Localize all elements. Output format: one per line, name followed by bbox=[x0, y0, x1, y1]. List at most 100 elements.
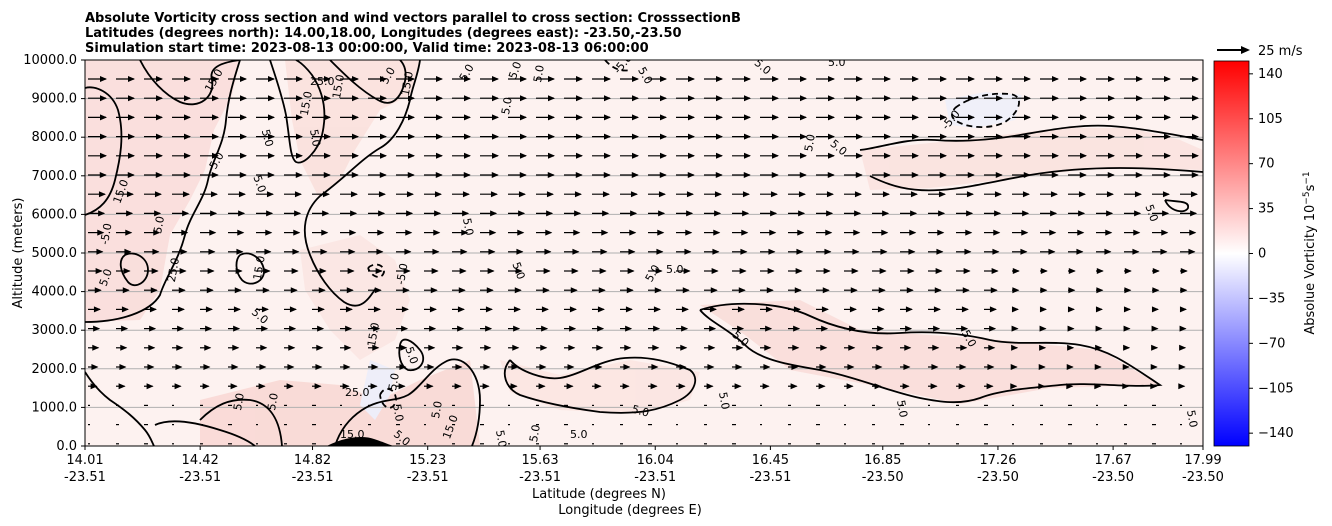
wind-vector-head bbox=[155, 172, 163, 178]
contour-label: 5.0 bbox=[250, 173, 268, 194]
wind-vector-head bbox=[604, 95, 611, 102]
wind-vector-head bbox=[660, 76, 667, 82]
y-tick-label: 9000.0 bbox=[32, 92, 78, 107]
wind-vector-head bbox=[230, 383, 238, 390]
wind-vector-head bbox=[121, 306, 129, 313]
wind-vector-head bbox=[403, 268, 411, 274]
wind-vector-head bbox=[517, 229, 525, 236]
wind-vector-head bbox=[1164, 114, 1171, 121]
wind-vector-head bbox=[1160, 248, 1168, 255]
wind-vector-head bbox=[206, 287, 214, 294]
wind-vector-head bbox=[1108, 133, 1115, 140]
wind-vector-head bbox=[153, 229, 161, 236]
wind-vector-head bbox=[100, 133, 107, 140]
wind-vector-head bbox=[150, 287, 158, 294]
terrain bbox=[327, 437, 393, 446]
wind-vector-head bbox=[798, 210, 806, 217]
wind-vector-head bbox=[908, 248, 916, 255]
wind-vector-head bbox=[569, 306, 577, 313]
wind-vector-head bbox=[1135, 172, 1143, 178]
wind-vector-head bbox=[820, 344, 828, 351]
wind-vector-head bbox=[373, 325, 381, 332]
wind-vector-head bbox=[177, 306, 185, 313]
wind-vector-head bbox=[436, 133, 443, 140]
wind-vector-head bbox=[793, 306, 801, 313]
wind-vector-head bbox=[398, 383, 406, 390]
wind-vector-head bbox=[513, 325, 521, 332]
wind-vector-head bbox=[678, 383, 686, 390]
wind-vector-head bbox=[464, 76, 471, 82]
wind-vector-head bbox=[240, 152, 247, 159]
wind-vector-head bbox=[744, 76, 751, 82]
wind-vector-head bbox=[576, 133, 583, 140]
wind-vector-head bbox=[992, 248, 1000, 255]
wind-vector-head bbox=[176, 344, 184, 351]
wind-vector-head bbox=[261, 306, 269, 313]
wind-vector-head bbox=[232, 344, 240, 351]
wind-vector-head bbox=[429, 306, 437, 313]
wind-vector-head bbox=[1022, 210, 1030, 217]
wind-vector-head bbox=[1188, 248, 1196, 255]
wind-vector-head bbox=[288, 344, 296, 351]
wind-vector-head bbox=[1122, 364, 1130, 370]
wind-vector-head bbox=[772, 152, 779, 159]
wind-vector-head bbox=[324, 133, 331, 140]
contour-label: 5.0 bbox=[506, 60, 524, 81]
wind-vector-head bbox=[513, 306, 521, 313]
wind-vector-head bbox=[819, 364, 827, 370]
wind-vector-head bbox=[575, 172, 583, 178]
wind-vector-head bbox=[456, 344, 464, 351]
y-axis: 0.0 1000.0 2000.0 3000.0 4000.0 5000.0 6000.0 7… bbox=[23, 53, 85, 454]
wind-vector-head bbox=[267, 172, 275, 178]
wind-vector-head bbox=[1122, 383, 1130, 390]
wind-vector-head bbox=[1151, 306, 1159, 313]
wind-vector-head bbox=[346, 287, 354, 294]
wind-vector-head bbox=[625, 325, 633, 332]
wind-vector-head bbox=[822, 287, 830, 294]
wind-vector-head bbox=[296, 133, 303, 140]
wind-vector-head bbox=[854, 210, 862, 217]
wind-vector-head bbox=[1164, 152, 1171, 159]
x-tick-label-lon: -23.50 bbox=[977, 470, 1019, 485]
contour-labels: 15.0 -5.0 5.0 5.0 25.0 15.0 5.0 5.0 5.0 … bbox=[97, 60, 1200, 448]
wind-vector-head bbox=[627, 268, 635, 274]
x-tick-label-lon: -23.50 bbox=[1182, 470, 1224, 485]
wind-vector-head bbox=[402, 287, 410, 294]
wind-vector-head bbox=[235, 268, 243, 274]
wind-vector-head bbox=[576, 95, 583, 102]
wind-vector-head bbox=[1076, 248, 1084, 255]
wind-vector-head bbox=[324, 76, 331, 82]
wind-vector-head bbox=[912, 133, 919, 140]
wind-vector-head bbox=[100, 76, 107, 82]
wind-vector-head bbox=[682, 287, 690, 294]
wind-vector-head bbox=[379, 172, 387, 178]
wind-vector-head bbox=[540, 344, 548, 351]
contour-label: 15.0 bbox=[340, 428, 365, 441]
wind-vector-head bbox=[712, 248, 720, 255]
wind-vector-head bbox=[961, 306, 969, 313]
wind-vector-head bbox=[177, 325, 185, 332]
wind-vector-head bbox=[404, 248, 412, 255]
contour-line bbox=[859, 124, 1203, 151]
wind-vector-head bbox=[1132, 248, 1140, 255]
wind-vector-head bbox=[127, 172, 135, 178]
wind-vector-head bbox=[1011, 325, 1019, 332]
wind-vector-head bbox=[771, 172, 779, 178]
wind-vector-head bbox=[1178, 383, 1186, 390]
wind-vector-head bbox=[1108, 114, 1115, 121]
wind-vector-head bbox=[408, 76, 415, 82]
wind-vector-head bbox=[632, 114, 639, 121]
wind-vector-head bbox=[910, 210, 918, 217]
wind-vector-head bbox=[1162, 191, 1170, 198]
wind-vector-head bbox=[548, 152, 555, 159]
wind-vector-head bbox=[800, 152, 807, 159]
wind-vector-head bbox=[1021, 229, 1029, 236]
wind-vector-head bbox=[212, 76, 219, 82]
x-tick-label-lon: -23.51 bbox=[179, 470, 221, 485]
contour-label: 5.0 bbox=[493, 429, 509, 448]
y-tick-label: 6000.0 bbox=[32, 207, 78, 222]
y-tick-label: 2000.0 bbox=[32, 362, 78, 377]
wind-vector-head bbox=[1010, 364, 1018, 370]
wind-vector-head bbox=[147, 364, 155, 370]
